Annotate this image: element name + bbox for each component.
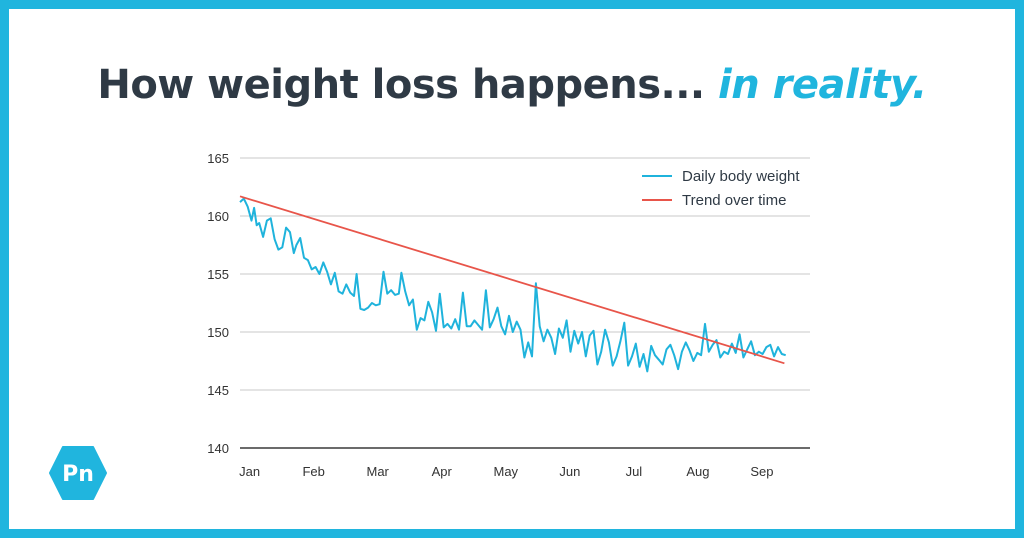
- legend-label: Daily body weight: [682, 168, 800, 185]
- y-tick-label: 145: [207, 383, 229, 398]
- x-tick-label: Jul: [626, 464, 643, 479]
- series-line-daily-weight: [239, 197, 786, 373]
- pn-logo-icon: Pn: [49, 446, 107, 500]
- y-tick-label: 150: [207, 325, 229, 340]
- x-tick-label: Jan: [239, 464, 260, 479]
- y-tick-label: 165: [207, 151, 229, 166]
- x-tick-label: Jun: [559, 464, 580, 479]
- legend-label: Trend over time: [682, 192, 786, 209]
- x-tick-label: Aug: [686, 464, 709, 479]
- headline: How weight loss happens... in reality.: [0, 62, 1024, 108]
- y-tick-label: 160: [207, 209, 229, 224]
- x-tick-label: Mar: [367, 464, 390, 479]
- x-tick-label: May: [494, 464, 519, 479]
- x-tick-label: Sep: [750, 464, 773, 479]
- series-line-trend: [239, 195, 785, 365]
- logo-text: Pn: [62, 462, 94, 487]
- y-tick-label: 140: [207, 441, 229, 456]
- y-tick-label: 155: [207, 267, 229, 282]
- x-tick-label: Apr: [432, 464, 453, 479]
- x-tick-label: Feb: [302, 464, 324, 479]
- headline-main: How weight loss happens...: [97, 62, 705, 108]
- headline-accent: in reality.: [718, 62, 927, 108]
